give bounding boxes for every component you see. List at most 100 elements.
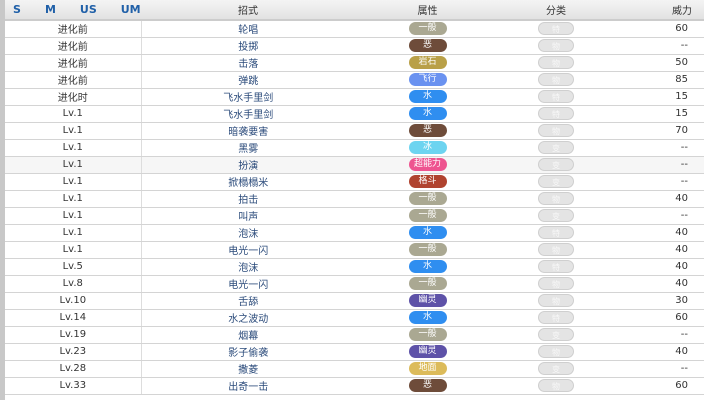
level-cell: Lv.1 xyxy=(5,105,142,123)
power-cell: 85 xyxy=(612,71,704,89)
type-badge[interactable]: 一般 xyxy=(408,192,447,205)
type-badge[interactable]: 恶 xyxy=(408,379,447,392)
level-cell: Lv.1 xyxy=(5,224,142,242)
type-badge[interactable]: 恶 xyxy=(408,39,447,52)
type-cell: 水 xyxy=(355,88,500,106)
power-cell: 15 xyxy=(612,88,704,106)
table-row: Lv.1 泡沫 水 特 40 xyxy=(5,224,704,242)
move-link[interactable]: 投掷 xyxy=(141,37,355,55)
type-badge[interactable]: 岩石 xyxy=(408,56,447,69)
move-link[interactable]: 轮唱 xyxy=(141,20,355,38)
level-cell: Lv.1 xyxy=(5,241,142,259)
level-cell: 进化前 xyxy=(5,54,142,72)
type-badge[interactable]: 水 xyxy=(408,107,447,120)
table-row: Lv.23 影子偷袭 幽灵 物 40 xyxy=(5,343,704,361)
game-tab-um[interactable]: UM xyxy=(120,3,141,16)
type-badge[interactable]: 水 xyxy=(408,311,447,324)
type-cell: 飞行 xyxy=(355,71,500,89)
move-header: 招式 xyxy=(141,0,355,21)
level-cell: 进化时 xyxy=(5,88,142,106)
level-cell: Lv.1 xyxy=(5,173,142,191)
type-cell: 格斗 xyxy=(355,173,500,191)
type-badge[interactable]: 地面 xyxy=(408,362,447,375)
type-badge[interactable]: 一般 xyxy=(408,277,447,290)
game-tab-m[interactable]: M xyxy=(44,3,56,16)
category-badge: 物 xyxy=(538,73,574,86)
type-badge[interactable]: 水 xyxy=(408,260,447,273)
move-link[interactable]: 击落 xyxy=(141,54,355,72)
type-badge[interactable]: 一般 xyxy=(408,209,447,222)
level-cell: Lv.1 xyxy=(5,207,142,225)
power-cell: 70 xyxy=(612,122,704,140)
move-link[interactable]: 出奇一击 xyxy=(141,377,355,395)
move-link[interactable]: 水之波动 xyxy=(141,309,355,327)
type-badge[interactable]: 幽灵 xyxy=(408,294,447,307)
category-badge: 变 xyxy=(538,141,574,154)
category-badge: 物 xyxy=(538,56,574,69)
type-badge[interactable]: 水 xyxy=(408,226,447,239)
move-link[interactable]: 弹跳 xyxy=(141,71,355,89)
type-badge[interactable]: 幽灵 xyxy=(408,345,447,358)
table-row: 进化前 投掷 恶 物 -- xyxy=(5,37,704,55)
move-link[interactable]: 扮演 xyxy=(141,156,355,174)
move-link[interactable]: 暗袭要害 xyxy=(141,122,355,140)
table-row: Lv.5 泡沫 水 特 40 xyxy=(5,258,704,276)
type-cell: 恶 xyxy=(355,37,500,55)
move-link[interactable]: 叫声 xyxy=(141,207,355,225)
category-cell: 变 xyxy=(500,173,612,191)
type-cell: 一般 xyxy=(355,275,500,293)
move-link[interactable]: 拍击 xyxy=(141,190,355,208)
level-cell: 进化前 xyxy=(5,37,142,55)
type-cell: 幽灵 xyxy=(355,292,500,310)
category-cell: 物 xyxy=(500,71,612,89)
table-row: Lv.19 烟幕 一般 变 -- xyxy=(5,326,704,344)
move-link[interactable]: 泡沫 xyxy=(141,258,355,276)
category-badge: 特 xyxy=(538,260,574,273)
category-cell: 物 xyxy=(500,377,612,395)
power-cell: 60 xyxy=(612,377,704,395)
type-cell: 岩石 xyxy=(355,54,500,72)
move-link[interactable]: 泡沫 xyxy=(141,224,355,242)
move-link[interactable]: 飞水手里剑 xyxy=(141,105,355,123)
power-cell: -- xyxy=(612,326,704,344)
power-cell: 40 xyxy=(612,275,704,293)
level-cell: Lv.1 xyxy=(5,139,142,157)
type-badge[interactable]: 超能力 xyxy=(408,158,447,171)
type-badge[interactable]: 一般 xyxy=(408,243,447,256)
category-cell: 物 xyxy=(500,54,612,72)
move-link[interactable]: 飞水手里剑 xyxy=(141,88,355,106)
move-link[interactable]: 舌舔 xyxy=(141,292,355,310)
category-badge: 变 xyxy=(538,362,574,375)
category-badge: 特 xyxy=(538,22,574,36)
type-badge[interactable]: 格斗 xyxy=(408,175,447,188)
type-cell: 一般 xyxy=(355,207,500,225)
move-link[interactable]: 电光一闪 xyxy=(141,241,355,259)
power-cell: -- xyxy=(612,173,704,191)
move-link[interactable]: 黑雾 xyxy=(141,139,355,157)
category-badge: 特 xyxy=(538,226,574,239)
type-badge[interactable]: 冰 xyxy=(408,141,447,154)
level-cell: Lv.23 xyxy=(5,343,142,361)
type-badge[interactable]: 水 xyxy=(408,90,447,103)
type-cell: 一般 xyxy=(355,20,500,38)
power-cell: 30 xyxy=(612,292,704,310)
type-badge[interactable]: 一般 xyxy=(408,328,447,341)
table-row: 进化时 飞水手里剑 水 特 15 xyxy=(5,88,704,106)
move-link[interactable]: 烟幕 xyxy=(141,326,355,344)
move-link[interactable]: 电光一闪 xyxy=(141,275,355,293)
table-row: 进化前 弹跳 飞行 物 85 xyxy=(5,71,704,89)
category-cell: 特 xyxy=(500,88,612,106)
games-header: S M US UM xyxy=(5,0,141,21)
type-badge[interactable]: 一般 xyxy=(408,22,447,36)
game-tab-s[interactable]: S xyxy=(13,3,21,16)
move-link[interactable]: 撒菱 xyxy=(141,360,355,378)
game-tab-us[interactable]: US xyxy=(79,3,97,16)
move-link[interactable]: 影子偷袭 xyxy=(141,343,355,361)
category-cell: 物 xyxy=(500,37,612,55)
category-badge: 变 xyxy=(538,209,574,222)
power-cell: 60 xyxy=(612,20,704,38)
move-link[interactable]: 掀榻榻米 xyxy=(141,173,355,191)
level-cell: Lv.10 xyxy=(5,292,142,310)
type-badge[interactable]: 飞行 xyxy=(408,73,447,86)
type-badge[interactable]: 恶 xyxy=(408,124,447,137)
